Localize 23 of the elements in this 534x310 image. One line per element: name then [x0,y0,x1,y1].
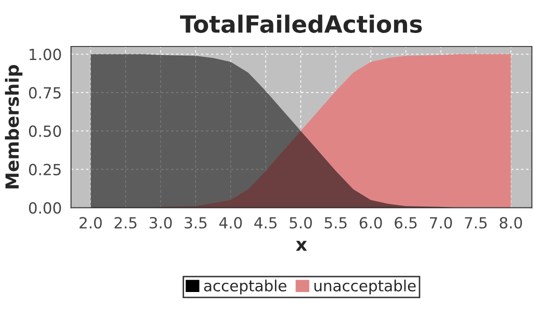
x-tick-label: 5.0 [290,217,312,229]
x-tick-label: 2.0 [80,217,102,229]
x-tick-label: 6.0 [360,217,382,229]
y-tick-label: 0.50 [28,125,61,137]
x-tick-label: 4.5 [254,217,277,229]
x-tick-label: 8.0 [500,217,522,229]
y-tick-label: 0.75 [28,87,61,99]
x-tick-label: 7.0 [430,217,452,229]
x-tick-label: 3.5 [184,217,206,229]
y-tick-label: 0.25 [28,164,61,176]
x-tick-label: 4.0 [219,217,242,229]
x-tick-label: 5.5 [324,217,347,229]
x-tick-label: 2.5 [114,217,136,229]
x-tick-label: 3.0 [150,217,172,229]
x-tick-label: 6.5 [394,217,417,229]
y-axis-title: Membership [4,65,22,188]
y-tick-label: 0.00 [28,202,61,214]
x-tick-label: 7.5 [464,217,487,229]
chart-title: TotalFailedActions [180,14,422,33]
legend-label: acceptable [204,280,286,294]
legend-label: unacceptable [314,280,416,294]
x-axis-title: x [296,240,307,251]
y-tick-label: 1.00 [30,48,61,60]
